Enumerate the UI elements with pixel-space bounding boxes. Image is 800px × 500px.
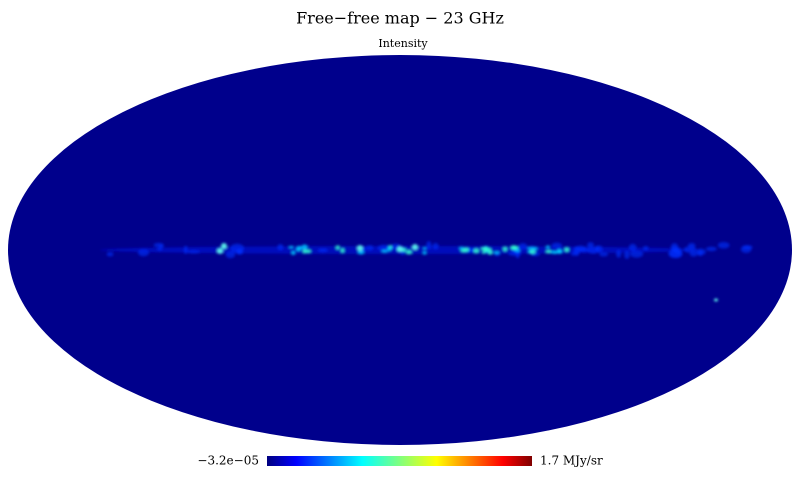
emission (624, 250, 630, 260)
emission (564, 246, 570, 253)
emission (106, 252, 114, 257)
emission (302, 248, 308, 254)
emission (357, 250, 365, 255)
colorbar (267, 456, 532, 466)
emission (412, 244, 418, 250)
emission (587, 242, 595, 249)
emission (596, 245, 603, 253)
emission (643, 245, 649, 251)
emission (473, 248, 480, 254)
emission (599, 252, 609, 257)
emission (549, 250, 557, 254)
map-subtitle: Intensity (378, 37, 428, 50)
emission (571, 252, 576, 256)
emission (158, 244, 164, 248)
emission (463, 247, 470, 253)
emission (365, 245, 374, 251)
emission (705, 246, 717, 252)
emission (156, 247, 163, 251)
emission (493, 251, 500, 255)
emission (397, 246, 403, 252)
emission (317, 248, 328, 253)
emission (546, 245, 550, 249)
emission (432, 242, 439, 250)
emission (574, 245, 586, 252)
emission (423, 247, 427, 250)
emission (714, 298, 718, 302)
emission (518, 243, 528, 250)
emission (695, 248, 707, 256)
emission (426, 241, 432, 250)
emission (551, 242, 563, 249)
emission (387, 246, 392, 252)
emission (277, 244, 284, 251)
emission (236, 248, 243, 255)
emission (508, 251, 522, 256)
emission (683, 246, 697, 253)
emission (335, 245, 340, 250)
emission (574, 251, 580, 257)
emission (616, 249, 622, 258)
emission (137, 249, 150, 257)
emission (187, 250, 201, 254)
emission (225, 251, 236, 259)
emission (630, 250, 644, 258)
emission (502, 246, 508, 252)
emission (291, 250, 296, 256)
emission (305, 249, 312, 254)
colorbar-min-label: −3.2e−05 (197, 454, 259, 468)
emission (296, 245, 303, 251)
galactic-plane (100, 241, 753, 302)
emission (511, 245, 519, 250)
emission (740, 245, 752, 254)
colorbar-max-label: 1.7 MJy/sr (540, 454, 603, 468)
emission (288, 245, 294, 249)
emission (480, 247, 487, 251)
emission (357, 245, 363, 251)
emission (217, 248, 223, 254)
map-title: Free−free map − 23 GHz (296, 9, 504, 28)
emission (422, 251, 427, 255)
emission (405, 249, 413, 255)
emission (531, 246, 538, 251)
emission (381, 249, 388, 253)
emission (628, 243, 637, 252)
emission (529, 249, 536, 255)
emission (673, 247, 682, 254)
emission (717, 241, 730, 249)
emission (527, 246, 534, 250)
emission (514, 249, 521, 252)
emission (183, 245, 188, 255)
emission (556, 248, 563, 254)
emission (301, 244, 308, 250)
emission (459, 246, 465, 250)
emission (340, 247, 345, 254)
emission (221, 243, 227, 249)
